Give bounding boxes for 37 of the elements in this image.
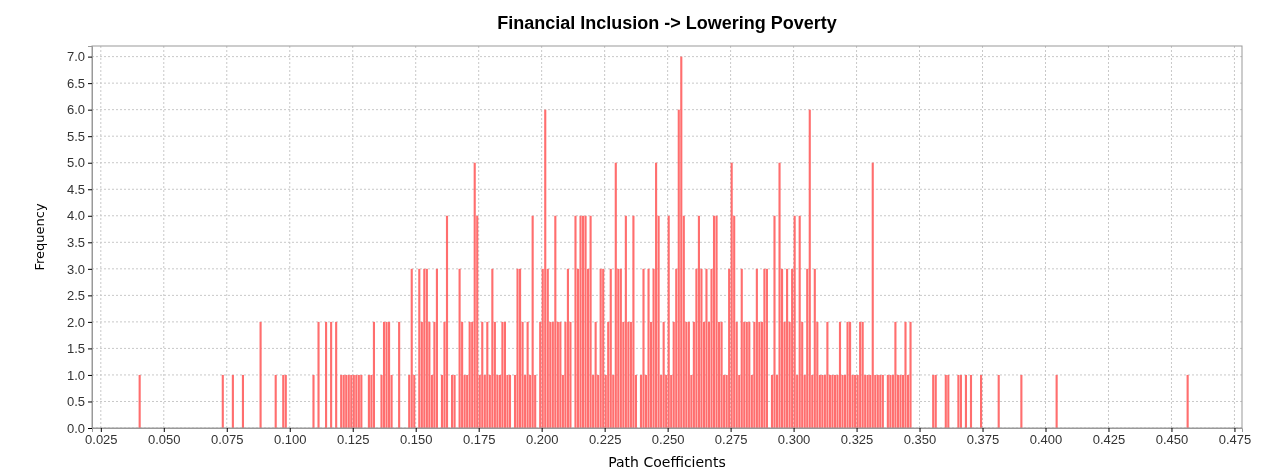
y-axis-title: Frequency [32,203,47,271]
x-tick-label: 0.425 [1092,432,1126,448]
x-tick-label: 0.375 [966,432,1000,448]
x-tick-label: 0.200 [525,432,559,448]
x-tick-label: 0.025 [85,432,118,448]
y-tick-label: 7.0 [66,49,85,65]
y-tick-label: 6.5 [66,75,85,91]
x-tick-label: 0.275 [714,432,748,448]
x-tick-label: 0.075 [211,432,244,448]
x-tick-label: 0.150 [399,432,433,448]
y-tick-label: 6.0 [66,102,85,118]
x-tick-label: 0.325 [840,432,874,448]
y-tick-label: 0.5 [66,394,85,410]
y-tick-label: 3.5 [66,234,85,250]
y-tick-label: 0.0 [66,420,85,436]
x-tick-label: 0.475 [1218,432,1252,448]
y-tick-label: 1.5 [66,341,85,357]
y-tick-label: 5.5 [66,128,85,144]
x-tick-label: 0.400 [1029,432,1063,448]
x-tick-label: 0.350 [903,432,937,448]
x-axis-title: Path Coefficients [608,454,726,470]
x-tick-label: 0.175 [462,432,496,448]
y-tick-label: 1.0 [66,367,85,383]
x-tick-label: 0.250 [651,432,685,448]
x-tick-label: 0.225 [588,432,622,448]
chart-title: Financial Inclusion -> Lowering Poverty [497,13,837,33]
x-tick-label: 0.450 [1155,432,1189,448]
y-tick-label: 4.0 [66,208,85,224]
y-tick-label: 4.5 [66,181,85,197]
x-tick-label: 0.100 [273,432,307,448]
y-tick-label: 2.0 [66,314,85,330]
x-tick-label: 0.300 [777,432,811,448]
x-tick-label: 0.050 [148,432,181,448]
y-tick-label: 5.0 [66,155,85,171]
y-tick-label: 3.0 [66,261,85,277]
y-tick-label: 2.5 [66,288,85,304]
x-tick-label: 0.125 [336,432,370,448]
